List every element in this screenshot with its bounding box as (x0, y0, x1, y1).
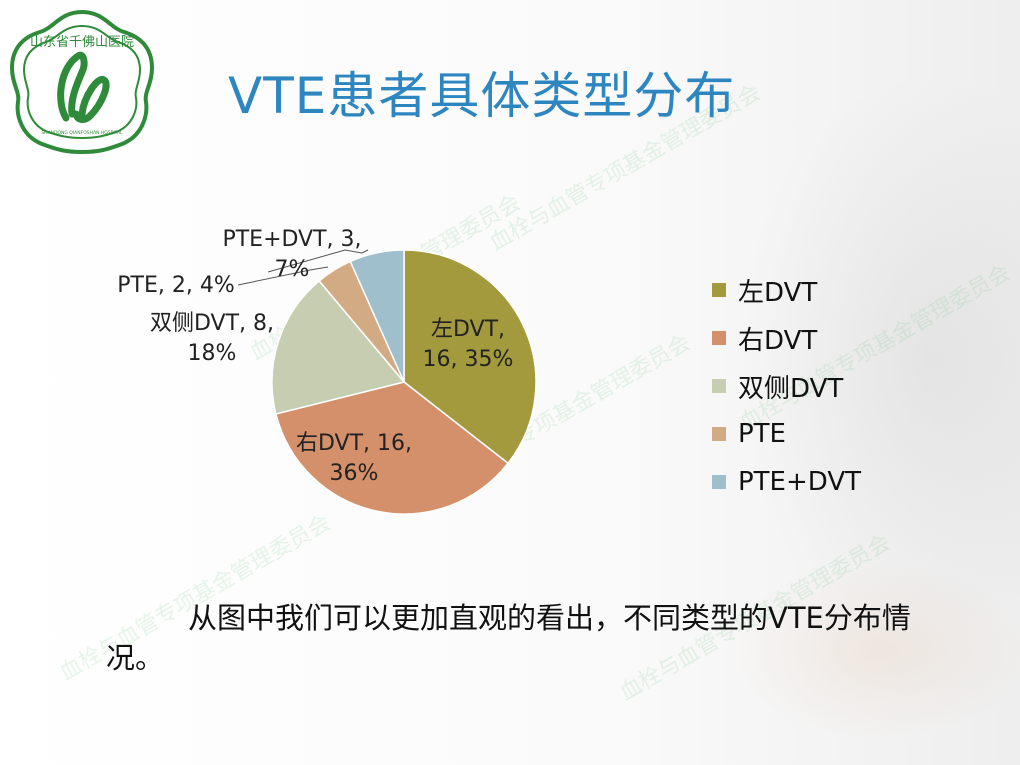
leader-line-pte (237, 266, 329, 286)
data-label-pte: PTE, 2, 4% (117, 273, 234, 298)
logo-subtext: SHANDONG QIANFOSHAN HOSPITAL (41, 130, 123, 136)
legend-swatch-pte (712, 427, 726, 441)
pie-slice-right-dvt (275, 381, 510, 515)
chart-legend: 左DVT 右DVT 双侧DVT PTE PTE+DVT (712, 266, 861, 506)
data-label-pte-dvt: PTE+DVT, 3, 7% (222, 227, 361, 282)
legend-swatch-bilateral-dvt (712, 379, 726, 393)
data-label-left-dvt: 左DVT, 16, 35% (423, 317, 514, 372)
legend-item-pte: PTE (712, 410, 861, 458)
legend-item-bilateral-dvt: 双侧DVT (712, 362, 861, 410)
leader-line-pte-dvt (267, 249, 369, 273)
legend-label-pte-dvt: PTE+DVT (738, 467, 862, 497)
pie-slice-left-dvt (403, 249, 537, 465)
legend-item-right-dvt: 右DVT (712, 314, 861, 362)
legend-label-pte: PTE (738, 419, 786, 449)
legend-swatch-left-dvt (712, 283, 726, 297)
data-label-right-dvt: 右DVT, 16, 36% (296, 431, 412, 486)
legend-item-pte-dvt: PTE+DVT (712, 458, 861, 506)
legend-label-right-dvt: 右DVT (738, 325, 818, 356)
legend-label-bilateral-dvt: 双侧DVT (738, 373, 844, 404)
legend-swatch-pte-dvt (712, 475, 726, 489)
slide-title: VTE患者具体类型分布 (228, 67, 736, 125)
legend-label-left-dvt: 左DVT (738, 277, 818, 308)
slide-caption: 从图中我们可以更加直观的看出，不同类型的VTE分布情况。 (106, 598, 946, 678)
legend-item-left-dvt: 左DVT (712, 266, 861, 314)
legend-swatch-right-dvt (712, 331, 726, 345)
caption-text: 从图中我们可以更加直观的看出，不同类型的VTE分布情况。 (106, 601, 911, 675)
hospital-logo: 山东省千佛山医院 SHANDONG QIANFOSHAN HOSPITAL (9, 9, 155, 155)
data-label-bilateral-dvt: 双侧DVT, 8, 18% (150, 311, 274, 366)
pie-slice-bilateral-dvt (271, 279, 406, 415)
pie-slice-pte-dvt (349, 249, 405, 383)
logo-text: 山东省千佛山医院 (30, 35, 134, 50)
